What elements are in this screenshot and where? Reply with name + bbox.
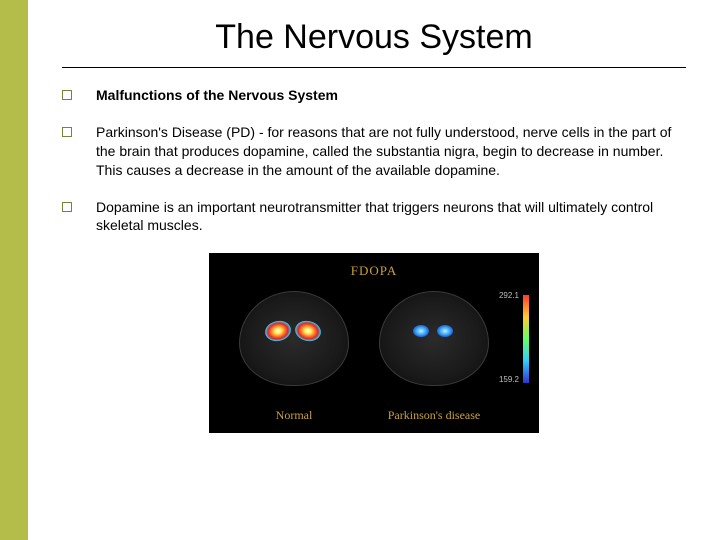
figure-caption-parkinsons: Parkinson's disease (379, 408, 489, 423)
intensity-colorbar (523, 295, 529, 383)
bullet-text: Dopamine is an important neurotransmitte… (96, 198, 686, 236)
slide-content: The Nervous System Malfunctions of the N… (28, 0, 720, 540)
figure-caption-normal: Normal (239, 408, 349, 423)
bullet-item: Dopamine is an important neurotransmitte… (62, 198, 686, 236)
square-bullet-icon (62, 127, 72, 137)
bullet-text-heading: Malfunctions of the Nervous System (96, 86, 686, 105)
square-bullet-icon (62, 90, 72, 100)
brain-outline (239, 291, 349, 386)
bullet-item: Malfunctions of the Nervous System (62, 86, 686, 105)
square-bullet-icon (62, 202, 72, 212)
slide-title: The Nervous System (62, 18, 686, 68)
accent-sidebar (0, 0, 28, 540)
colorbar-min-label: 159.2 (499, 375, 519, 384)
bullet-item: Parkinson's Disease (PD) - for reasons t… (62, 123, 686, 180)
brain-scan-normal (239, 291, 349, 386)
brain-outline (379, 291, 489, 386)
bullet-text: Parkinson's Disease (PD) - for reasons t… (96, 123, 686, 180)
brain-scan-parkinsons (379, 291, 489, 386)
figure-title: FDOPA (209, 263, 539, 279)
colorbar-max-label: 292.1 (499, 291, 519, 300)
brain-scan-figure: FDOPA 292.1 159.2 Normal Parkinson's dis… (209, 253, 539, 433)
